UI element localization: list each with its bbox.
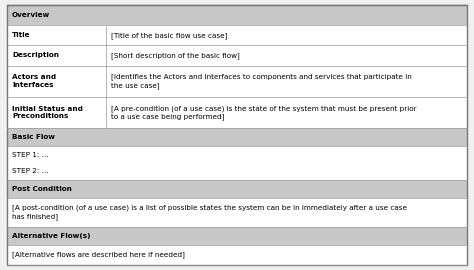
Text: Alternative Flow(s): Alternative Flow(s) xyxy=(12,233,91,239)
Bar xyxy=(7,5,467,25)
Bar xyxy=(7,146,467,180)
Text: Post Condition: Post Condition xyxy=(12,186,72,192)
Text: Title: Title xyxy=(12,32,30,38)
Text: [A post-condition (of a use case) is a list of possible states the system can be: [A post-condition (of a use case) is a l… xyxy=(12,205,407,220)
Text: Basic Flow: Basic Flow xyxy=(12,134,55,140)
Bar xyxy=(7,45,106,66)
Bar xyxy=(106,25,467,45)
Text: Initial Status and
Preconditions: Initial Status and Preconditions xyxy=(12,106,83,119)
Text: [A pre-condition (of a use case) is the state of the system that must be present: [A pre-condition (of a use case) is the … xyxy=(111,105,417,120)
Text: Overview: Overview xyxy=(12,12,50,18)
Text: [Alternative flows are described here if needed]: [Alternative flows are described here if… xyxy=(12,252,185,258)
Bar xyxy=(106,97,467,128)
Text: [Title of the basic flow use case]: [Title of the basic flow use case] xyxy=(111,32,227,39)
Bar xyxy=(7,25,106,45)
Bar xyxy=(7,66,106,97)
Text: [Identifies the Actors and Interfaces to components and services that participat: [Identifies the Actors and Interfaces to… xyxy=(111,74,411,89)
Text: Description: Description xyxy=(12,52,59,58)
Text: STEP 1: …

STEP 2: …: STEP 1: … STEP 2: … xyxy=(12,152,49,174)
Bar xyxy=(106,66,467,97)
Bar xyxy=(7,180,467,198)
Text: Actors and
Interfaces: Actors and Interfaces xyxy=(12,75,56,88)
Bar xyxy=(106,45,467,66)
Bar xyxy=(7,128,467,146)
Bar xyxy=(7,227,467,245)
Text: [Short description of the basic flow]: [Short description of the basic flow] xyxy=(111,52,240,59)
Bar xyxy=(7,198,467,227)
Bar xyxy=(7,245,467,265)
Bar xyxy=(7,97,106,128)
